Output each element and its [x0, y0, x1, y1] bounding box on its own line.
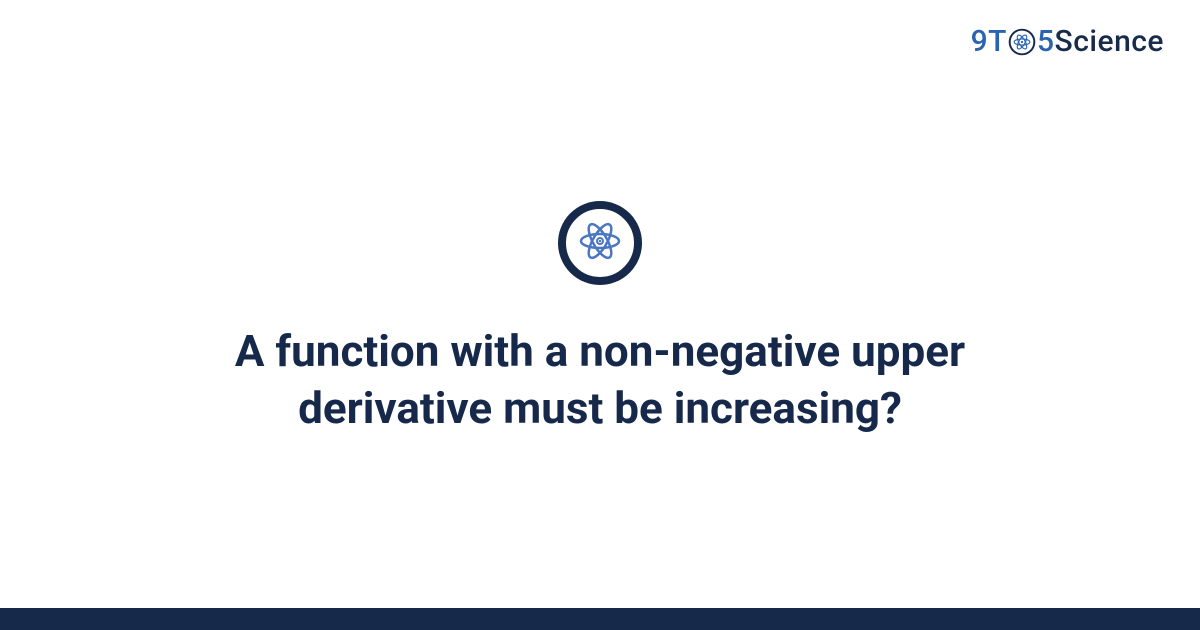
page-title: A function with a non-negative upper der…	[150, 323, 1050, 437]
main-content: A function with a non-negative upper der…	[0, 0, 1200, 608]
atom-icon	[575, 216, 625, 270]
badge-circle	[558, 201, 642, 285]
footer-bar	[0, 608, 1200, 630]
